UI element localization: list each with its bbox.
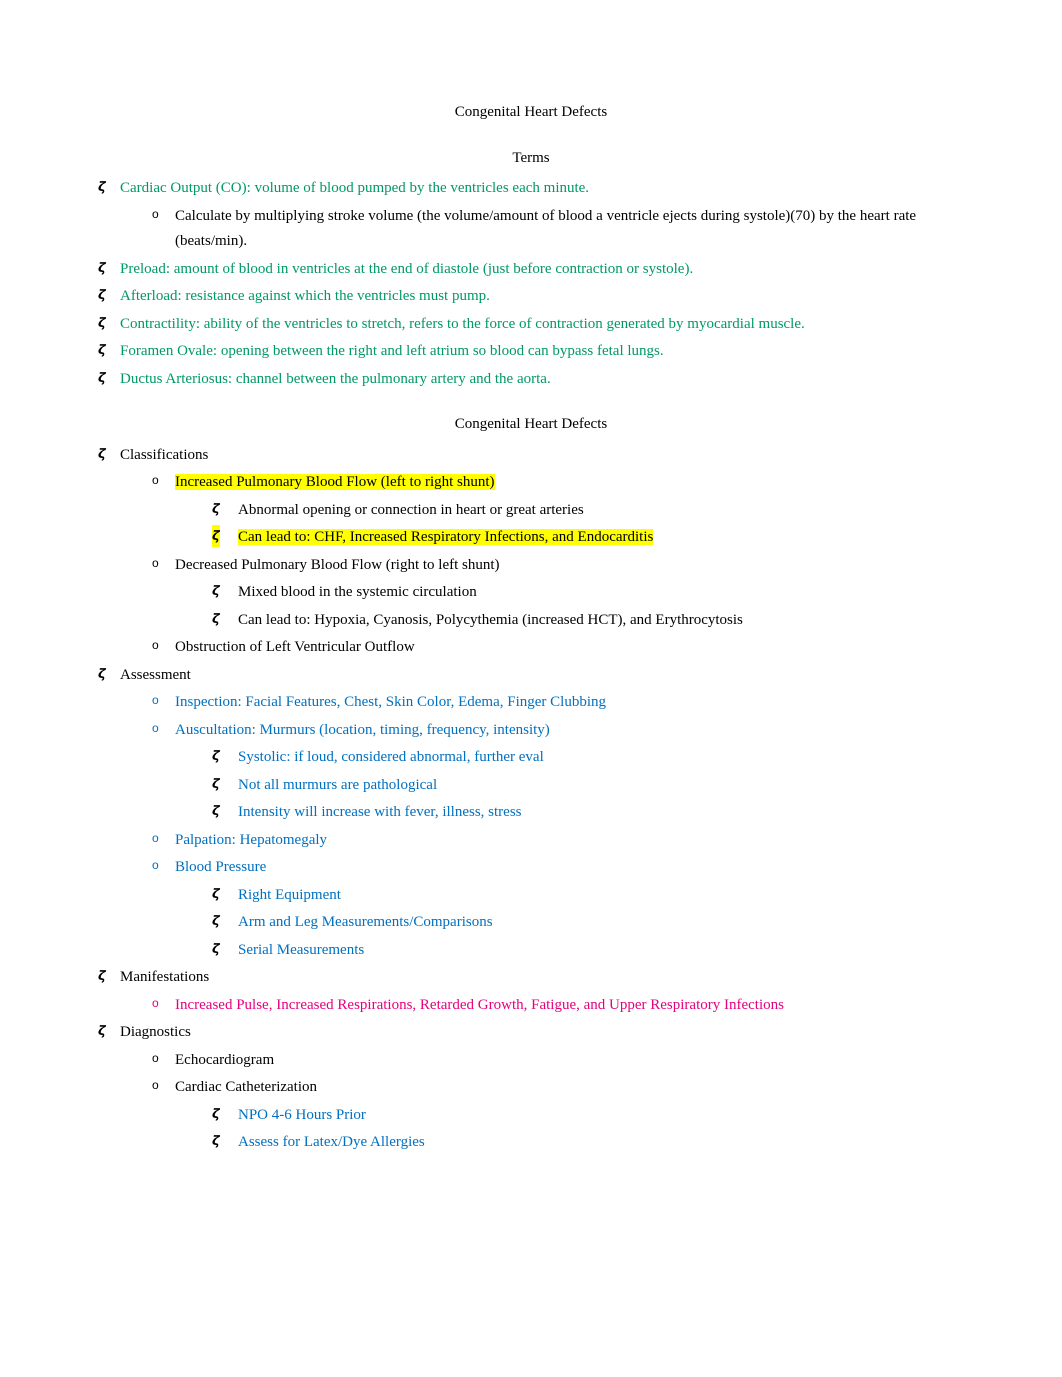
term-item: Foramen Ovale: opening between the right… xyxy=(90,339,972,365)
assessment-sub: Not all murmurs are pathological xyxy=(90,773,972,799)
classification-item: Increased Pulmonary Blood Flow (left to … xyxy=(90,470,972,496)
term-item: Contractility: ability of the ventricles… xyxy=(90,312,972,338)
term-sub: o Calculate by multiplying stroke volume… xyxy=(120,204,972,255)
assessment-item: Inspection: Facial Features, Chest, Skin… xyxy=(90,690,972,716)
assessment-item: Palpation: Hepatomegaly xyxy=(90,828,972,854)
classification-item: Obstruction of Left Ventricular Outflow xyxy=(90,635,972,661)
classification-sub-text: Can lead to: CHF, Increased Respiratory … xyxy=(238,529,653,545)
term-item: Ductus Arteriosus: channel between the p… xyxy=(90,367,972,393)
page-title: Congenital Heart Defects xyxy=(90,100,972,126)
manifestations-label: Manifestations xyxy=(90,965,972,991)
diagnostics-label: Diagnostics xyxy=(90,1020,972,1046)
assessment-item: Blood Pressure xyxy=(90,855,972,881)
section2-list: Classifications Increased Pulmonary Bloo… xyxy=(90,443,972,1156)
term-def: volume of blood pumped by the ventricles… xyxy=(251,180,589,196)
assessment-item: Auscultation: Murmurs (location, timing,… xyxy=(90,718,972,744)
assessment-label: Assessment xyxy=(90,663,972,689)
term-def: channel between the pulmonary artery and… xyxy=(232,371,551,387)
term-def: resistance against which the ventricles … xyxy=(182,288,490,304)
term-name: Preload: xyxy=(120,261,170,277)
classification-item: Decreased Pulmonary Blood Flow (right to… xyxy=(90,553,972,579)
diagnostic-item: Cardiac Catheterization xyxy=(90,1075,972,1101)
term-name: Ductus Arteriosus: xyxy=(120,371,232,387)
assessment-sub: Serial Measurements xyxy=(90,938,972,964)
term-item: Afterload: resistance against which the … xyxy=(90,284,972,310)
assessment-sub: Right Equipment xyxy=(90,883,972,909)
term-name: Foramen Ovale: xyxy=(120,343,217,359)
assessment-sub: Intensity will increase with fever, illn… xyxy=(90,800,972,826)
diagnostic-sub: Assess for Latex/Dye Allergies xyxy=(90,1130,972,1156)
classification-sub: Can lead to: Hypoxia, Cyanosis, Polycyth… xyxy=(90,608,972,634)
section2-heading: Congenital Heart Defects xyxy=(90,412,972,438)
assessment-sub: Arm and Leg Measurements/Comparisons xyxy=(90,910,972,936)
term-def: ability of the ventricles to stretch, re… xyxy=(200,316,805,332)
classification-sub: Mixed blood in the systemic circulation xyxy=(90,580,972,606)
classification-text: Increased Pulmonary Blood Flow (left to … xyxy=(175,474,495,490)
terms-heading: Terms xyxy=(90,146,972,172)
diagnostic-item: Echocardiogram xyxy=(90,1048,972,1074)
term-sub-text: Calculate by multiplying stroke volume (… xyxy=(175,208,916,250)
term-def: amount of blood in ventricles at the end… xyxy=(170,261,693,277)
classification-sub: Abnormal opening or connection in heart … xyxy=(90,498,972,524)
manifestation-item: Increased Pulse, Increased Respirations,… xyxy=(90,993,972,1019)
term-name: Afterload: xyxy=(120,288,182,304)
term-item: Preload: amount of blood in ventricles a… xyxy=(90,257,972,283)
term-name: Cardiac Output (CO): xyxy=(120,180,251,196)
classifications-label: Classifications xyxy=(90,443,972,469)
diagnostic-sub: NPO 4-6 Hours Prior xyxy=(90,1103,972,1129)
classification-sub: Can lead to: CHF, Increased Respiratory … xyxy=(90,525,972,551)
assessment-sub: Systolic: if loud, considered abnormal, … xyxy=(90,745,972,771)
document-page: Congenital Heart Defects Terms Cardiac O… xyxy=(0,0,1062,1248)
terms-list: Cardiac Output (CO): volume of blood pum… xyxy=(90,176,972,392)
term-name: Contractility: xyxy=(120,316,200,332)
term-def: opening between the right and left atriu… xyxy=(217,343,664,359)
term-item: Cardiac Output (CO): volume of blood pum… xyxy=(90,176,972,255)
